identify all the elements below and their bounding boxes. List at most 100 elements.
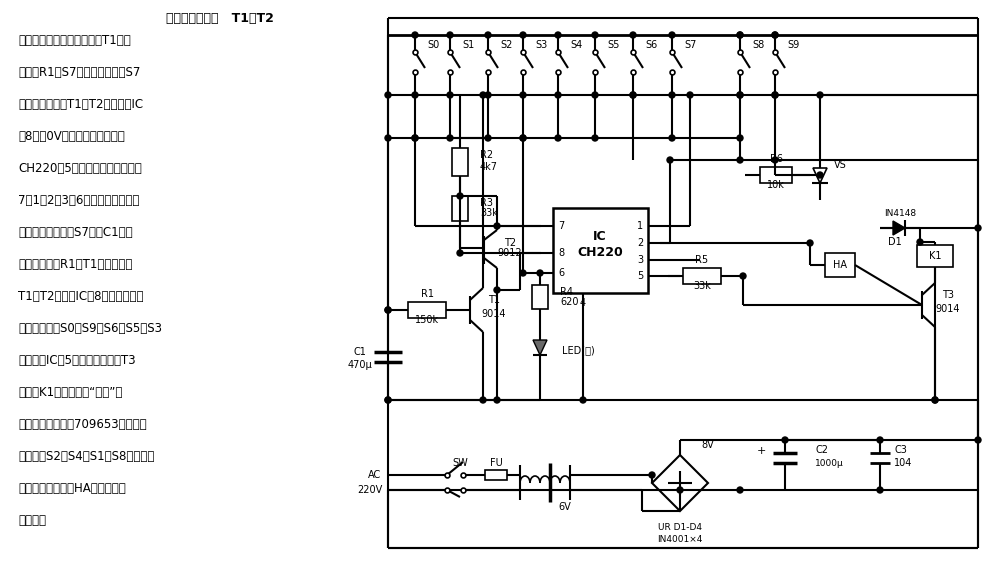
Circle shape [772, 32, 778, 38]
Circle shape [737, 135, 743, 141]
Circle shape [975, 437, 981, 443]
Circle shape [520, 92, 526, 98]
Polygon shape [813, 168, 827, 183]
Text: S8: S8 [752, 40, 765, 50]
Text: R5: R5 [696, 255, 708, 265]
Circle shape [669, 92, 675, 98]
Circle shape [494, 397, 500, 403]
Text: K1: K1 [929, 251, 942, 261]
Circle shape [917, 239, 923, 245]
Polygon shape [893, 221, 905, 235]
Text: 1000μ: 1000μ [815, 459, 844, 468]
Circle shape [772, 92, 778, 98]
Bar [408, 302, 446, 318]
Circle shape [412, 135, 418, 141]
Circle shape [669, 135, 675, 141]
Text: VS: VS [834, 160, 847, 170]
Text: 6V: 6V [558, 502, 571, 512]
Text: 警信号。: 警信号。 [18, 513, 46, 527]
Text: 极通过R1、S7接至电源。由于S7: 极通过R1、S7接至电源。由于S7 [18, 65, 140, 78]
Text: HA: HA [833, 260, 847, 270]
Text: SW: SW [453, 458, 468, 468]
Text: R3: R3 [480, 198, 493, 208]
Text: 220V: 220V [358, 485, 382, 495]
Text: 5: 5 [637, 271, 643, 281]
Text: T3: T3 [942, 290, 954, 300]
Circle shape [447, 32, 453, 38]
Text: S2: S2 [500, 40, 513, 50]
Circle shape [817, 172, 823, 178]
Text: 导通、K1吸合，完成“启动”功: 导通、K1吸合，完成“启动”功 [18, 386, 123, 399]
Circle shape [447, 92, 453, 98]
Text: 能。此开锁密码为709653。不知密: 能。此开锁密码为709653。不知密 [18, 417, 146, 430]
Circle shape [772, 157, 778, 163]
Text: 1: 1 [637, 221, 643, 231]
Circle shape [385, 135, 391, 141]
Circle shape [877, 437, 883, 443]
Text: 620: 620 [560, 297, 579, 307]
Text: 33k: 33k [693, 281, 711, 291]
Circle shape [494, 287, 500, 293]
Circle shape [677, 487, 683, 493]
Text: R1: R1 [421, 289, 434, 299]
Text: IC: IC [593, 230, 607, 243]
Circle shape [932, 397, 938, 403]
Bar [485, 470, 507, 480]
Text: IN4148: IN4148 [884, 209, 916, 218]
Circle shape [737, 32, 743, 38]
Circle shape [630, 92, 636, 98]
Circle shape [737, 92, 743, 98]
Text: T1: T1 [488, 295, 500, 305]
Text: 4: 4 [580, 298, 586, 308]
Circle shape [772, 92, 778, 98]
Circle shape [592, 32, 598, 38]
Text: 33k: 33k [480, 208, 498, 218]
Text: 9014: 9014 [482, 309, 506, 319]
Text: 构成定时供电开关。平时，T1的基: 构成定时供电开关。平时，T1的基 [18, 33, 130, 46]
Circle shape [737, 32, 743, 38]
Text: S4: S4 [570, 40, 582, 50]
Text: LED(红): LED(红) [562, 345, 595, 355]
Text: R2: R2 [480, 150, 493, 160]
Text: 6: 6 [558, 268, 564, 278]
Circle shape [737, 157, 743, 163]
Circle shape [782, 437, 788, 443]
Circle shape [687, 92, 693, 98]
Text: S9: S9 [787, 40, 799, 50]
Bar [760, 167, 792, 183]
Circle shape [580, 397, 586, 403]
Circle shape [592, 92, 598, 98]
Text: T1、T2导通，IC的8脚得电工作，: T1、T2导通，IC的8脚得电工作， [18, 289, 143, 302]
Text: 发高电平。当按动S7时，C1立即: 发高电平。当按动S7时，C1立即 [18, 226, 132, 239]
Circle shape [630, 32, 636, 38]
Text: 码者触及S2、S4、S1、S8键时，触: 码者触及S2、S4、S1、S8键时，触 [18, 450, 154, 462]
Text: 104: 104 [894, 458, 912, 468]
Circle shape [772, 32, 778, 38]
Circle shape [480, 397, 486, 403]
Circle shape [485, 32, 491, 38]
Circle shape [412, 32, 418, 38]
Circle shape [385, 307, 391, 313]
Bar [553, 208, 648, 293]
Text: 10k: 10k [767, 180, 784, 190]
Text: 9014: 9014 [936, 304, 960, 314]
Text: 接着依次按动S0、S9、S6、S5、S3: 接着依次按动S0、S9、S6、S5、S3 [18, 321, 162, 334]
Text: 7，1，2，3，6脚顺次得到瞬时触: 7，1，2，3，6脚顺次得到瞬时触 [18, 193, 139, 206]
Text: C1: C1 [354, 347, 367, 357]
Bar [825, 253, 855, 277]
Text: 7: 7 [558, 221, 564, 231]
Text: D1: D1 [888, 237, 902, 247]
Circle shape [485, 135, 491, 141]
Text: IN4001×4: IN4001×4 [657, 535, 702, 544]
Circle shape [537, 270, 543, 276]
Circle shape [555, 135, 561, 141]
Bar [532, 285, 548, 309]
Text: CH220的5脚输出高电平的条件是: CH220的5脚输出高电平的条件是 [18, 161, 141, 174]
Text: 发可控硅，讯响器HA得电发出报: 发可控硅，讯响器HA得电发出报 [18, 482, 125, 495]
Text: S1: S1 [462, 40, 474, 50]
Text: FU: FU [490, 458, 502, 468]
Text: C2: C2 [815, 445, 828, 455]
Text: 470μ: 470μ [348, 360, 372, 370]
Text: UR D1-D4: UR D1-D4 [658, 523, 702, 532]
Circle shape [485, 92, 491, 98]
